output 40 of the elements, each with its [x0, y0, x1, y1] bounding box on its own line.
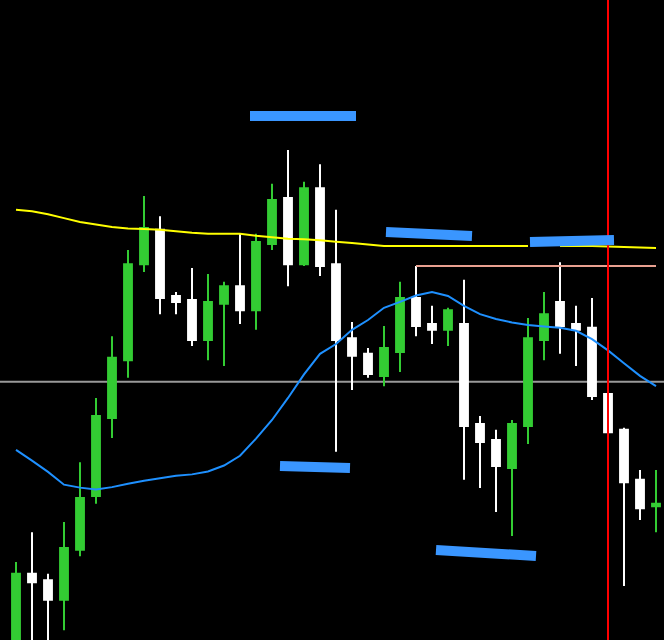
candlestick: [619, 426, 629, 588]
candlestick: [43, 572, 53, 640]
candlestick: [555, 261, 565, 355]
candlestick: [299, 180, 309, 268]
candlestick: [91, 396, 101, 505]
candlestick: [347, 320, 357, 392]
candlestick: [283, 149, 293, 288]
candlestick: [27, 531, 37, 640]
candlestick: [123, 248, 133, 379]
candlestick: [139, 195, 149, 273]
candlestick: [651, 468, 661, 534]
candlestick: [427, 304, 437, 346]
candlestick: [251, 232, 261, 331]
candlestick: [411, 265, 421, 338]
candlestick: [75, 461, 85, 558]
candlestick: [219, 280, 229, 368]
candlestick: [203, 272, 213, 362]
candlestick: [11, 561, 21, 640]
candlestick: [539, 291, 549, 362]
candlestick: [267, 182, 277, 251]
candlestick: [587, 296, 597, 401]
candlestick: [507, 419, 517, 538]
candlestick: [395, 280, 405, 373]
candlestick: [155, 215, 165, 316]
candlestick: [491, 428, 501, 514]
candlestick: [379, 324, 389, 388]
candlestick: [459, 278, 469, 481]
candlestick: [235, 232, 245, 325]
candlestick: [363, 346, 373, 379]
candlestick: [571, 304, 581, 368]
candlestick: [315, 163, 325, 277]
candlestick: [523, 317, 533, 445]
candlestick: [475, 415, 485, 490]
candlestick: [59, 520, 69, 632]
candlestick: [443, 306, 453, 347]
candlestick: [635, 468, 645, 521]
candlestick: [107, 335, 117, 440]
candlestick: [187, 267, 197, 347]
candlestick: [171, 291, 181, 316]
candlestick: [331, 208, 341, 453]
